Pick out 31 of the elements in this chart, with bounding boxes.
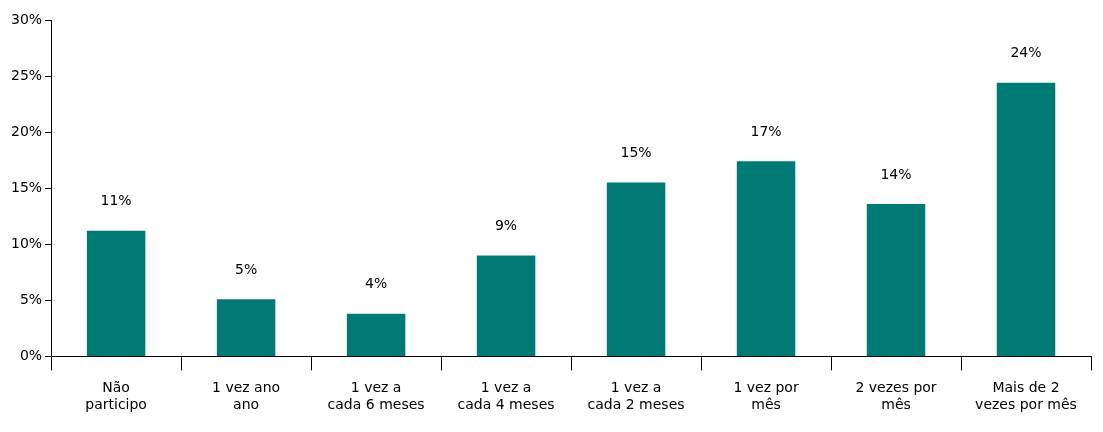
- x-tick-label: 1 vez a cada 6 meses: [327, 379, 425, 413]
- bar: [736, 161, 796, 356]
- bar: [996, 82, 1056, 356]
- y-tick-label: 30%: [10, 10, 43, 27]
- data-label: 14%: [880, 165, 912, 182]
- data-label: 4%: [364, 275, 388, 292]
- y-tick-label: 0%: [19, 347, 43, 364]
- bar: [216, 299, 276, 356]
- data-label: 5%: [234, 260, 258, 277]
- x-tick-label: 1 vez ano ano: [212, 379, 281, 413]
- data-label: 17%: [750, 122, 782, 139]
- x-tick-label: 1 vez por mês: [733, 379, 799, 413]
- data-label: 9%: [494, 217, 518, 234]
- bar: [606, 182, 666, 356]
- y-tick-label: 5%: [19, 290, 43, 307]
- bar: [346, 313, 406, 356]
- y-tick-label: 20%: [10, 122, 43, 139]
- x-tick-label: Não participo: [85, 379, 147, 413]
- y-tick-label: 15%: [10, 178, 43, 195]
- data-label: 15%: [620, 144, 652, 161]
- x-tick-label: 1 vez a cada 4 meses: [457, 379, 555, 413]
- bar: [866, 203, 926, 356]
- data-label: 11%: [100, 192, 132, 209]
- bar: [86, 230, 146, 356]
- y-tick-label: 25%: [10, 66, 43, 83]
- x-tick-label: Mais de 2 vezes por mês: [975, 379, 1077, 413]
- bar: [476, 255, 536, 356]
- x-tick-label: 2 vezes por mês: [855, 379, 937, 413]
- y-tick-label: 10%: [10, 234, 43, 251]
- data-label: 24%: [1010, 44, 1042, 61]
- x-tick-label: 1 vez a cada 2 meses: [587, 379, 685, 413]
